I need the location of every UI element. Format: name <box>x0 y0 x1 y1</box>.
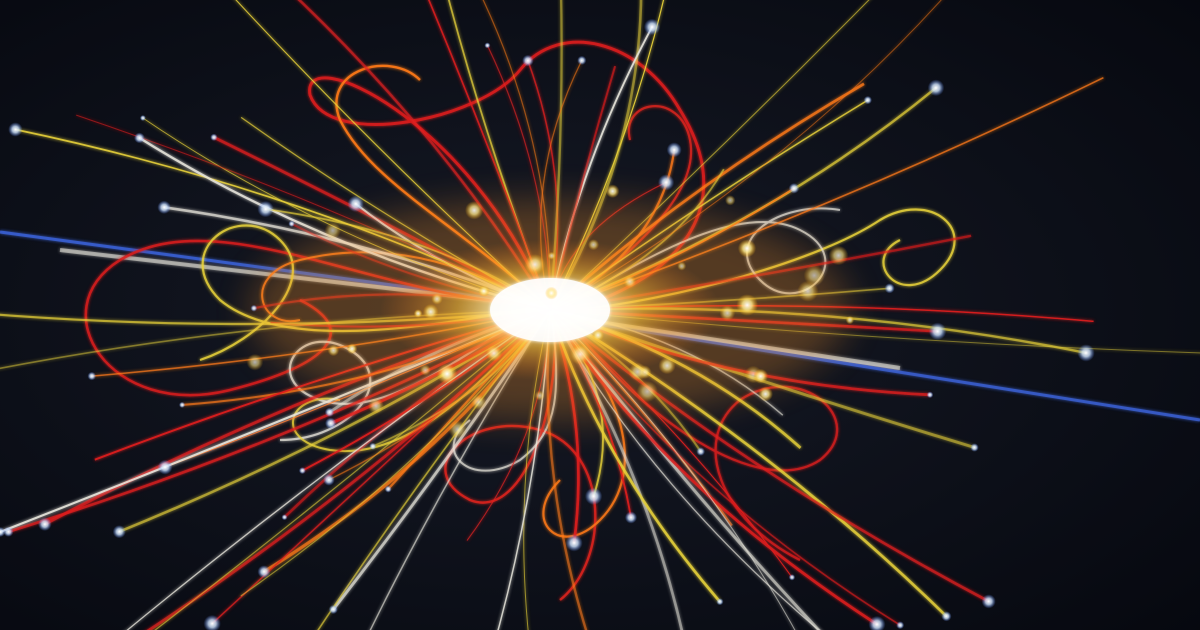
core-sparkle <box>327 344 340 357</box>
core-sparkle <box>246 353 264 371</box>
track-endpoint-glow <box>896 621 905 630</box>
track-endpoint-glow <box>112 525 126 539</box>
track-endpoint-glow <box>324 407 335 417</box>
track-endpoint-glow <box>884 283 895 294</box>
track-endpoint-glow <box>926 391 934 399</box>
track-endpoint-glow <box>565 534 583 552</box>
core-sparkle <box>587 239 600 251</box>
track-endpoint-glow <box>250 304 258 312</box>
track-endpoint-glow <box>328 604 338 615</box>
track-endpoint-glow <box>384 485 392 493</box>
track-endpoint-glow <box>298 467 306 475</box>
core-sparkle <box>737 239 757 258</box>
core-sparkle <box>828 245 849 266</box>
track-endpoint-glow <box>139 115 146 121</box>
core-sparkle <box>478 285 490 297</box>
core-sparkle <box>346 343 358 355</box>
core-sparkle <box>545 286 558 300</box>
core-sparkle <box>419 364 431 376</box>
track-endpoint-glow <box>3 526 14 537</box>
track-endpoint-glow <box>8 122 23 137</box>
track-endpoint-glow <box>347 195 364 212</box>
core-sparkle <box>623 275 637 289</box>
track-endpoint-glow <box>257 200 274 218</box>
core-sparkle <box>569 343 591 365</box>
track-endpoint-glow <box>323 473 335 486</box>
track-endpoint-glow <box>716 598 724 606</box>
core-sparkle <box>605 184 620 198</box>
track-endpoint-glow <box>522 54 534 67</box>
track-endpoint-glow <box>658 174 675 191</box>
core-hotspot <box>490 278 610 342</box>
core-sparkle <box>636 380 658 403</box>
track-endpoint-glow <box>38 517 52 531</box>
endpoint-dots <box>0 18 1095 630</box>
track-endpoint-glow <box>484 42 491 49</box>
track-endpoint-glow <box>981 594 996 609</box>
track-endpoint-glow <box>288 220 295 227</box>
track-endpoint-glow <box>325 417 337 429</box>
core-sparkle <box>658 357 676 375</box>
core-sparkle <box>797 280 819 302</box>
core-sparkle <box>547 251 556 260</box>
core-sparkle <box>591 329 605 342</box>
core-sparkle <box>719 305 736 321</box>
track-endpoint-glow <box>281 514 288 521</box>
core-sparkle <box>534 390 545 401</box>
core-sparkle <box>324 222 341 239</box>
collision-core <box>250 200 850 420</box>
core-sparkle <box>725 195 736 206</box>
core-sparkle <box>845 315 855 325</box>
track-endpoint-glow <box>928 322 947 341</box>
track-endpoint-glow <box>584 487 603 505</box>
core-sparkle <box>758 386 773 402</box>
core-sparkle <box>485 344 503 362</box>
track-endpoint-glow <box>788 574 796 581</box>
core-sparkle <box>448 420 467 439</box>
track-endpoint-glow <box>203 614 221 630</box>
core-sparkle <box>753 368 769 384</box>
curl-track-red-right-loop <box>559 309 839 562</box>
core-sparkle <box>465 201 484 220</box>
track-endpoint-glow <box>87 371 97 381</box>
track-endpoint-glow <box>134 132 145 144</box>
track-endpoint-glow <box>643 18 661 36</box>
track-endpoint-glow <box>210 133 218 141</box>
track-endpoint-glow <box>624 511 638 524</box>
track-endpoint-glow <box>666 142 682 158</box>
core-sparkle <box>413 309 423 318</box>
track-endpoint-glow <box>941 611 952 622</box>
track-endpoint-glow <box>696 447 706 456</box>
core-sparkle <box>436 363 458 385</box>
track-endpoint-glow <box>970 443 979 452</box>
core-sparkle <box>422 304 439 320</box>
track-endpoint-glow <box>927 79 945 97</box>
core-sparkle <box>736 294 759 316</box>
track-endpoint-glow <box>868 615 886 630</box>
track-endpoint-glow <box>257 565 271 579</box>
track-endpoint-glow <box>577 55 587 65</box>
core-sparkle <box>628 362 647 381</box>
track-endpoint-glow <box>863 95 872 105</box>
core-sparkle <box>803 264 825 286</box>
track-endpoint-glow <box>369 442 377 450</box>
core-sparkle <box>677 261 687 271</box>
core-sparkle <box>470 394 487 410</box>
track-endpoint-glow <box>1077 344 1095 362</box>
core-sparkle <box>368 397 384 414</box>
track-endpoint-glow <box>157 459 173 475</box>
track-endpoint-glow <box>179 401 186 408</box>
curl-track-red-large-top <box>308 40 706 302</box>
track-endpoint-glow <box>157 200 171 214</box>
core-sparkle <box>431 293 443 305</box>
track-endpoint-glow <box>788 183 800 194</box>
core-sparkle <box>524 254 546 275</box>
